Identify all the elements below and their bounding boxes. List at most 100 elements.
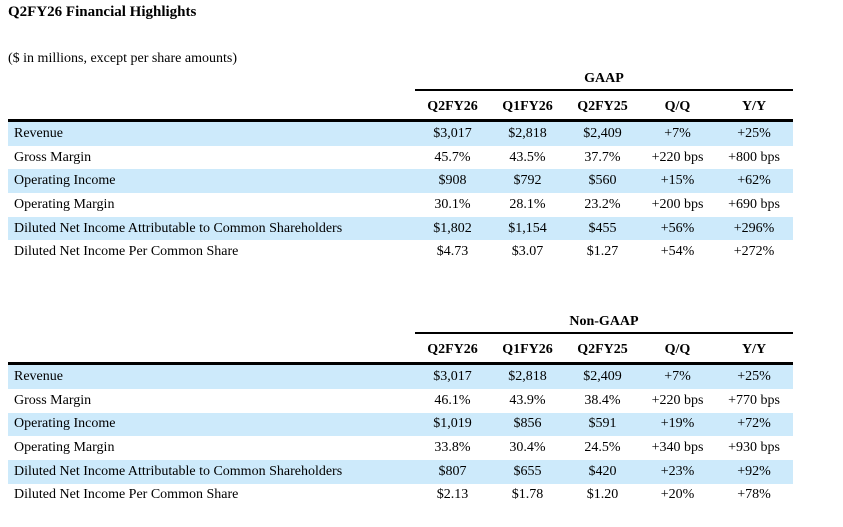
cell-value: 28.1% [509, 196, 546, 212]
cell-value: $1,154 [508, 220, 547, 236]
cell-value: +25% [737, 368, 771, 384]
cell-value: 46.1% [434, 392, 471, 408]
row-label: Operating Income [14, 173, 116, 189]
cell-value: $807 [438, 463, 467, 479]
cell-value: $908 [438, 173, 467, 189]
table-row: Diluted Net Income Attributable to Commo… [8, 216, 793, 241]
table-row: Operating Income $908 $792 $560 +15% +62% [8, 169, 793, 194]
cell-value: 43.5% [509, 149, 546, 165]
table-row: Gross Margin 45.7% 43.5% 37.7% +220 bps +800 … [8, 146, 793, 170]
cell-value: $2.13 [436, 487, 469, 503]
cell-value: $1.78 [511, 487, 544, 503]
cell-value: $591 [588, 416, 617, 432]
column-header: Q1FY26 [502, 99, 553, 114]
cell-value: $2,818 [508, 125, 547, 141]
group-header-row: Non-GAAP [8, 314, 793, 335]
cell-value: +800 bps [728, 149, 780, 165]
cell-value: +25% [737, 125, 771, 141]
cell-value: +15% [660, 173, 695, 189]
cell-value: +7% [664, 125, 691, 141]
table-row: Diluted Net Income Attributable to Commo… [8, 459, 793, 484]
cell-value: +56% [660, 220, 695, 236]
table-row: Diluted Net Income Per Common Share $4.73… [8, 240, 793, 264]
cell-value: $2,818 [508, 368, 547, 384]
cell-value: +54% [660, 244, 695, 260]
cell-value: $455 [588, 220, 617, 236]
units-note: ($ in millions, except per share amounts… [8, 51, 237, 66]
cell-value: $856 [513, 416, 542, 432]
cell-value: 23.2% [584, 196, 621, 212]
column-header: Y/Y [741, 99, 767, 114]
cell-value: +690 bps [728, 196, 780, 212]
cell-value: $655 [513, 463, 542, 479]
document-page: Q2FY26 Financial Highlights ($ in millio… [0, 4, 843, 507]
table-row: Operating Margin 33.8% 30.4% 24.5% +340 bps +… [8, 436, 793, 460]
cell-value: +92% [737, 463, 771, 479]
column-header-row: Q2FY26 Q1FY26 Q2FY25 Q/Q Y/Y [8, 334, 793, 366]
cell-value: +23% [660, 463, 695, 479]
group-header-spacer [8, 314, 415, 334]
cell-value: 45.7% [434, 149, 471, 165]
cell-value: $420 [588, 463, 617, 479]
cell-value: +220 bps [651, 392, 704, 408]
cell-value: +62% [737, 173, 771, 189]
cell-value: $1.20 [586, 487, 619, 503]
group-header-spacer [8, 71, 415, 91]
cell-value: +20% [660, 487, 695, 503]
row-label: Operating Margin [14, 440, 115, 456]
page-title: Q2FY26 Financial Highlights [8, 4, 197, 20]
row-label: Revenue [14, 368, 63, 384]
column-header: Q2FY25 [577, 99, 628, 114]
column-header: Q2FY25 [577, 342, 628, 358]
cell-value: 37.7% [584, 149, 621, 165]
column-header-spacer [8, 334, 415, 362]
cell-value: $1,802 [433, 220, 472, 236]
cell-value: 38.4% [584, 392, 621, 408]
cell-value: $3.07 [511, 244, 544, 260]
cell-value: +72% [737, 416, 771, 432]
cell-value: 30.4% [509, 440, 546, 456]
cell-value: 24.5% [584, 440, 621, 456]
tables-container: GAAP Q2FY26 Q1FY26 Q2FY25 Q/Q Y/Y Revenue $3,01… [8, 71, 793, 507]
cell-value: 30.1% [434, 196, 471, 212]
column-header: Q/Q [664, 99, 691, 114]
cell-value: +272% [733, 244, 775, 260]
column-header: Q2FY26 [427, 342, 478, 358]
column-header: Q/Q [664, 342, 691, 358]
table-row: Diluted Net Income Per Common Share $2.13… [8, 484, 793, 508]
row-label: Diluted Net Income Per Common Share [14, 244, 239, 260]
cell-value: $1,019 [433, 416, 472, 432]
row-label: Diluted Net Income Attributable to Commo… [14, 463, 343, 479]
column-header: Q2FY26 [427, 99, 478, 114]
table-row: Operating Margin 30.1% 28.1% 23.2% +200 bps +… [8, 193, 793, 217]
gaap-table: GAAP Q2FY26 Q1FY26 Q2FY25 Q/Q Y/Y Revenue $3,01… [8, 71, 793, 264]
cell-value: $1.27 [586, 244, 619, 260]
row-label: Gross Margin [14, 392, 92, 408]
cell-value: $4.73 [436, 244, 469, 260]
cell-value: +7% [664, 368, 691, 384]
cell-value: +200 bps [651, 196, 704, 212]
row-label: Operating Margin [14, 196, 115, 212]
cell-value: $2,409 [583, 125, 622, 141]
cell-value: $792 [513, 173, 542, 189]
cell-value: +296% [733, 220, 775, 236]
group-header-row: GAAP [8, 71, 793, 91]
table-group-header: GAAP [415, 71, 793, 91]
cell-value: $2,409 [583, 368, 622, 384]
cell-value: +770 bps [728, 392, 780, 408]
cell-value: +930 bps [728, 440, 780, 456]
cell-value: +340 bps [651, 440, 704, 456]
non-gaap-table: Non-GAAP Q2FY26 Q1FY26 Q2FY25 Q/Q Y/Y Revenue $… [8, 314, 793, 507]
cell-value: $3,017 [433, 368, 472, 384]
table-row: Revenue $3,017 $2,818 $2,409 +7% +25% [8, 122, 793, 146]
cell-value: 43.9% [509, 392, 546, 408]
row-label: Diluted Net Income Per Common Share [14, 487, 239, 503]
row-label: Diluted Net Income Attributable to Commo… [14, 220, 343, 236]
cell-value: +220 bps [651, 149, 704, 165]
column-header-spacer [8, 91, 415, 119]
row-label: Operating Income [14, 416, 116, 432]
table-row: Operating Income $1,019 $856 $591 +19% +72% [8, 412, 793, 437]
column-header-row: Q2FY26 Q1FY26 Q2FY25 Q/Q Y/Y [8, 91, 793, 122]
table-row: Revenue $3,017 $2,818 $2,409 +7% +25% [8, 365, 793, 389]
cell-value: $560 [588, 173, 617, 189]
